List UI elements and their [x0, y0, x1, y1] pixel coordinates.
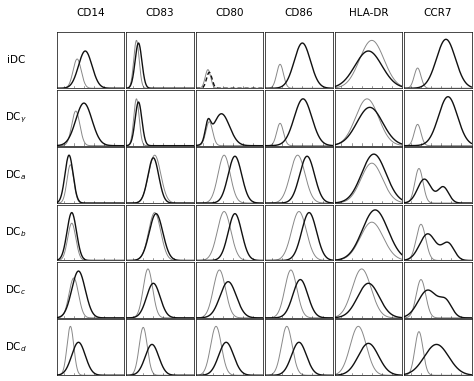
Text: CD80: CD80 [215, 8, 244, 18]
Text: DC$_{\gamma}$: DC$_{\gamma}$ [5, 110, 27, 125]
Text: DC$_{b}$: DC$_{b}$ [5, 226, 27, 239]
Text: DC$_{d}$: DC$_{d}$ [5, 341, 27, 354]
Text: CD14: CD14 [76, 8, 105, 18]
Text: DC$_{c}$: DC$_{c}$ [5, 283, 27, 297]
Text: HLA-DR: HLA-DR [349, 8, 388, 18]
Text: CD83: CD83 [146, 8, 174, 18]
Text: DC$_{a}$: DC$_{a}$ [5, 168, 27, 182]
Text: CD86: CD86 [285, 8, 313, 18]
Text: iDC: iDC [7, 55, 25, 65]
Text: CCR7: CCR7 [424, 8, 452, 18]
